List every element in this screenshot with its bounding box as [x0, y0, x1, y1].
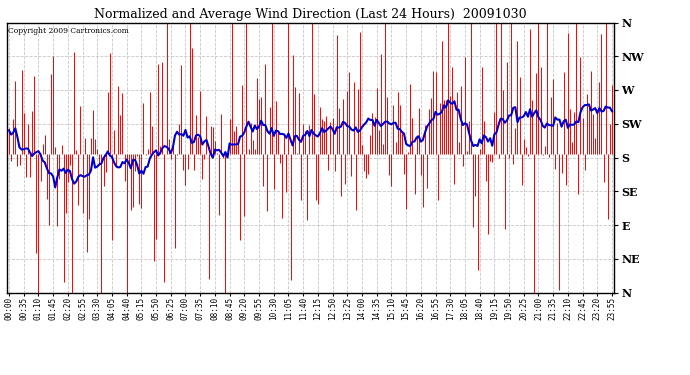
Text: Copyright 2009 Cartronics.com: Copyright 2009 Cartronics.com [8, 27, 129, 34]
Title: Normalized and Average Wind Direction (Last 24 Hours)  20091030: Normalized and Average Wind Direction (L… [95, 8, 526, 21]
